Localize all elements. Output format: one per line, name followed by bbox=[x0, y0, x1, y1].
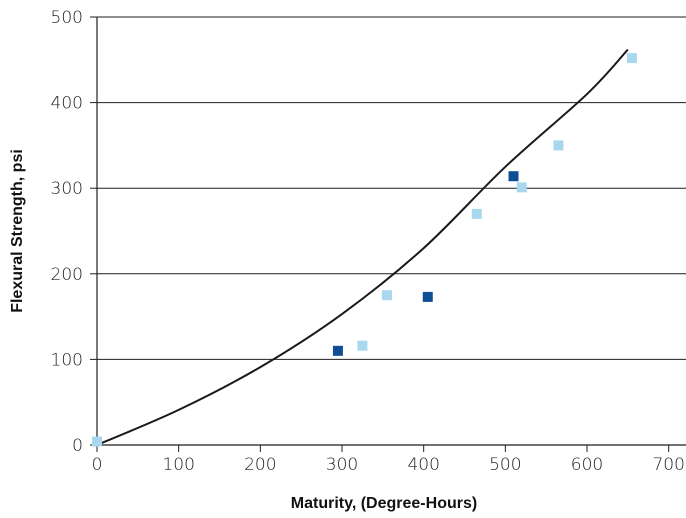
data-points bbox=[92, 53, 637, 447]
y-tick-label: 500 bbox=[51, 8, 83, 28]
data-point bbox=[422, 291, 433, 302]
data-point bbox=[508, 171, 519, 182]
x-tick-label: 700 bbox=[652, 455, 684, 475]
y-tick-label: 100 bbox=[51, 350, 83, 370]
x-axis-label: Maturity, (Degree-Hours) bbox=[291, 495, 477, 512]
axes bbox=[90, 16, 686, 452]
tick-labels: 0 100 200 300 400 500 0 100 200 300 400 500 600 700 bbox=[51, 8, 685, 475]
data-point bbox=[381, 290, 392, 301]
data-point bbox=[626, 53, 637, 64]
data-point bbox=[357, 340, 368, 351]
x-tick-label: 400 bbox=[407, 455, 439, 475]
y-tick-label: 0 bbox=[72, 436, 83, 456]
x-tick-label: 500 bbox=[489, 455, 521, 475]
data-point bbox=[553, 140, 564, 151]
x-tick-label: 200 bbox=[244, 455, 276, 475]
data-point bbox=[332, 345, 343, 356]
x-tick-label: 0 bbox=[92, 455, 103, 475]
y-axis-label: Flexural Strength, psi bbox=[9, 149, 26, 313]
x-tick-label: 100 bbox=[162, 455, 194, 475]
trendline bbox=[96, 48, 629, 446]
y-tick-label: 400 bbox=[51, 94, 83, 114]
data-point bbox=[92, 436, 102, 447]
data-point bbox=[471, 208, 482, 219]
x-tick-label: 300 bbox=[326, 455, 358, 475]
y-tick-label: 200 bbox=[51, 265, 83, 285]
x-tick-label: 600 bbox=[571, 455, 603, 475]
y-tick-label: 300 bbox=[51, 179, 83, 199]
data-point bbox=[516, 182, 527, 193]
gridlines bbox=[97, 16, 686, 360]
